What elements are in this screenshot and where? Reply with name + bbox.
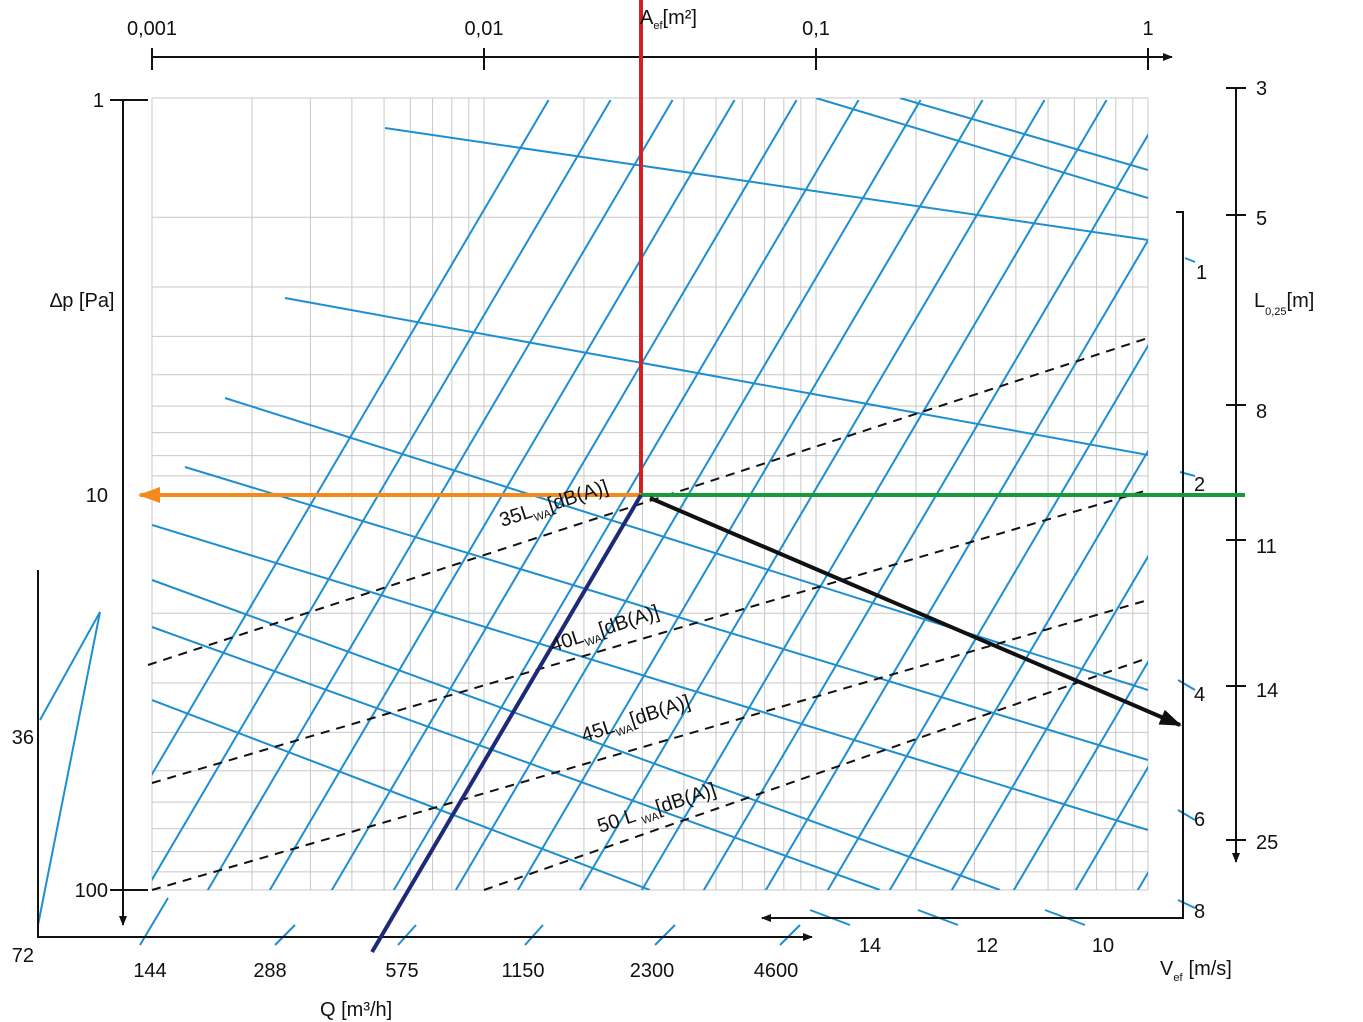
tick-label: 25: [1256, 832, 1278, 854]
flow-line: [370, 493, 643, 954]
tick-label: 2: [1194, 474, 1205, 496]
noise-prefix: 50 L: [595, 803, 643, 837]
axes: [37, 48, 1246, 941]
velocity-line: [152, 626, 881, 890]
scale-tick: [37, 611, 101, 926]
tick-label: 14: [1256, 680, 1278, 702]
scale-tick: [1184, 257, 1196, 263]
scale-tick: [39, 611, 101, 721]
scale-tick: [524, 924, 544, 946]
noise-sub: WA: [533, 507, 554, 524]
flow-line: [268, 99, 736, 890]
tick-label: 0,01: [465, 18, 504, 40]
noise-lines: [147, 337, 1149, 891]
tick-label: 6: [1194, 809, 1205, 831]
noise-sub: WA: [615, 722, 636, 739]
flow-line: [578, 99, 1046, 890]
tick-label: 14: [859, 935, 881, 957]
tick-label: 100: [75, 880, 108, 902]
tick-label: 1: [93, 90, 104, 112]
scale-tick: [397, 924, 417, 946]
scale-tick: [1177, 809, 1196, 821]
flow-line: [152, 99, 550, 777]
tick-label: 2300: [630, 960, 675, 982]
flow-line: [454, 99, 922, 890]
tick-label: 8: [1256, 401, 1267, 423]
tick-label: 4: [1194, 684, 1205, 706]
tick-label: 0,001: [127, 18, 177, 40]
noise-label: 50 L WA[dB(A)]: [595, 779, 720, 841]
flow-line: [1012, 660, 1148, 890]
flow-line: [888, 449, 1148, 890]
flow-line: [764, 238, 1148, 890]
tick-label: 288: [253, 960, 286, 982]
tick-label: 72: [12, 945, 34, 967]
tick-label: 0,1: [802, 18, 830, 40]
right-axis-label: L0,25[m]: [1254, 290, 1314, 318]
tick-label: 144: [133, 960, 166, 982]
flow-line: [392, 99, 860, 890]
flow-line: [702, 133, 1148, 890]
tick-label: 8: [1194, 901, 1205, 923]
velocity-line: [384, 127, 1148, 241]
velocity-line: [152, 579, 1001, 890]
tick-label: 36: [12, 727, 34, 749]
velocity-line: [152, 699, 651, 890]
flow-line: [152, 99, 612, 882]
noise-suffix: [dB(A)]: [627, 691, 693, 731]
velocity-arrow: [649, 496, 1182, 727]
tick-label: 575: [385, 960, 418, 982]
tick-label: 5: [1256, 208, 1267, 230]
tick-label: 12: [976, 935, 998, 957]
flow-line: [516, 99, 984, 890]
scale-tick: [1177, 679, 1196, 691]
noise-sub: WA: [584, 632, 605, 649]
velocity-line: [899, 98, 1148, 171]
left-axis-label: ∆p [Pa]: [50, 290, 115, 312]
tick-label: 1150: [501, 960, 544, 982]
noise-label: 35LWA[dB(A)]: [497, 476, 612, 535]
velocity-line: [152, 524, 1148, 831]
scale-tick: [779, 924, 801, 946]
noise-suffix: [dB(A)]: [653, 779, 719, 819]
scale-tick: [654, 924, 676, 946]
tick-label: 10: [86, 485, 108, 507]
tick-label: 4600: [754, 960, 799, 982]
tick-label: 1: [1196, 262, 1207, 284]
blue-grid-lines: [152, 98, 1148, 890]
noise-sub: WA: [640, 810, 661, 827]
flow-line: [206, 99, 674, 890]
flow-line: [1074, 765, 1148, 890]
tick-label: 11: [1256, 536, 1277, 558]
velocity-line: [184, 466, 1148, 761]
flow-line: [640, 99, 1108, 890]
flow-line: [1136, 870, 1148, 890]
velocity-axis-label: Vef [m/s]: [1160, 958, 1232, 984]
noise-label: 40LWA[dB(A)]: [548, 601, 663, 660]
noise-prefix: 35L: [497, 501, 536, 532]
noise-prefix: 45L: [579, 716, 618, 747]
top-axis-label: Aef[m²]: [640, 7, 697, 32]
flow-line: [330, 99, 798, 890]
scale-tick: [1177, 899, 1196, 909]
scale-tick: [274, 924, 296, 946]
velocity-line: [815, 98, 1148, 199]
tick-label: 3: [1256, 78, 1267, 100]
velocity-line: [284, 297, 1148, 456]
velocity-line: [224, 397, 1148, 691]
noise-suffix: [dB(A)]: [596, 601, 662, 641]
bottom-axis-label: Q [m³/h]: [320, 999, 392, 1021]
tick-label: 1: [1142, 18, 1153, 40]
flow-line: [950, 554, 1148, 890]
noise-label: 45LWA[dB(A)]: [579, 691, 694, 750]
noise-prefix: 40L: [548, 626, 587, 657]
tick-label: 10: [1092, 935, 1114, 957]
flow-line: [826, 343, 1148, 890]
labels: Aef[m²] ∆p [Pa] L0,25[m] Q [m³/h] Vef [m/…: [12, 7, 1315, 1021]
